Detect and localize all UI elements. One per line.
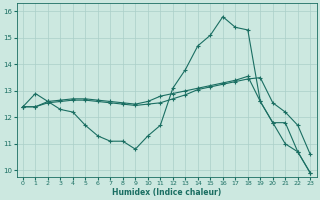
X-axis label: Humidex (Indice chaleur): Humidex (Indice chaleur): [112, 188, 221, 197]
